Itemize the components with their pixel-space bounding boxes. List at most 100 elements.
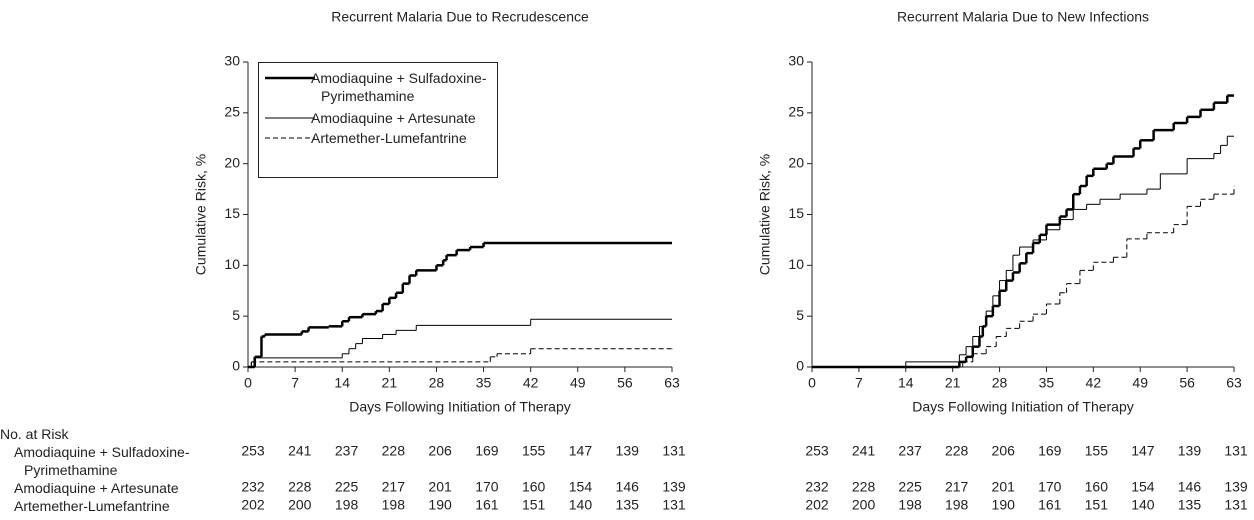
x-tick-label: 7	[855, 375, 863, 391]
y-tick-label: 0	[232, 358, 240, 374]
y-tick-label: 20	[788, 154, 804, 170]
at-risk-number: 147	[569, 443, 593, 459]
at-risk-number: 232	[805, 479, 829, 495]
at-risk-number: 139	[1224, 479, 1248, 495]
at-risk-number: 198	[898, 497, 922, 513]
at-risk-number: 253	[805, 443, 829, 459]
series-line	[248, 241, 672, 369]
x-tick-label: 14	[898, 375, 914, 391]
x-tick-label: 28	[992, 375, 1008, 391]
y-tick-label: 30	[788, 53, 804, 69]
x-tick-label: 35	[476, 375, 492, 391]
legend-label: Artemether-Lumefantrine	[311, 130, 467, 146]
at-risk-number: 154	[569, 479, 593, 495]
x-tick-label: 0	[808, 375, 816, 391]
x-tick-label: 21	[382, 375, 398, 391]
risk-row-label: Artemether-Lumefantrine	[14, 498, 170, 514]
at-risk-number: 140	[1131, 497, 1155, 513]
y-tick-label: 15	[788, 205, 804, 221]
x-tick-label: 49	[570, 375, 586, 391]
at-risk-number: 206	[428, 443, 452, 459]
y-axis-label: Cumulative Risk, %	[757, 154, 773, 275]
x-tick-label: 21	[945, 375, 961, 391]
at-risk-number: 131	[662, 497, 686, 513]
legend: Amodiaquine + Sulfadoxine-Pyrimethamine A…	[258, 62, 498, 178]
y-tick-label: 5	[796, 307, 804, 323]
x-tick-label: 63	[664, 375, 680, 391]
at-risk-number: 198	[335, 497, 359, 513]
series-line	[812, 94, 1234, 369]
risk-row-label: Amodiaquine + Sulfadoxine-Pyrimethamine	[14, 444, 190, 478]
at-risk-number: 139	[1178, 443, 1202, 459]
series-line	[248, 318, 672, 368]
at-risk-number: 170	[1038, 479, 1062, 495]
at-risk-number: 200	[852, 497, 876, 513]
at-risk-number: 241	[852, 443, 876, 459]
legend-swatch	[265, 137, 315, 139]
y-tick-label: 30	[224, 53, 240, 69]
at-risk-number: 232	[241, 479, 265, 495]
risk-row-label: Amodiaquine + Artesunate	[14, 480, 179, 496]
y-axis-label: Cumulative Risk, %	[193, 154, 209, 275]
at-risk-number: 161	[1038, 497, 1062, 513]
x-axis-label: Days Following Initiation of Therapy	[912, 399, 1134, 415]
chart-title: Recurrent Malaria Due to Recrudescence	[331, 9, 589, 25]
at-risk-number: 201	[992, 479, 1016, 495]
at-risk-number: 241	[288, 443, 312, 459]
at-risk-number: 140	[569, 497, 593, 513]
at-risk-number: 135	[616, 497, 640, 513]
at-risk-number: 225	[898, 479, 922, 495]
at-risk-number: 151	[1085, 497, 1109, 513]
x-axis-label: Days Following Initiation of Therapy	[349, 399, 571, 415]
at-risk-number: 217	[382, 479, 406, 495]
at-risk-number: 155	[522, 443, 546, 459]
at-risk-number: 198	[945, 497, 969, 513]
y-tick-label: 25	[788, 104, 804, 120]
at-risk-number: 146	[616, 479, 640, 495]
x-tick-label: 42	[1086, 375, 1102, 391]
at-risk-number: 253	[241, 443, 265, 459]
at-risk-number: 237	[898, 443, 922, 459]
x-tick-label: 42	[523, 375, 539, 391]
y-tick-label: 20	[224, 154, 240, 170]
y-tick-label: 5	[232, 307, 240, 323]
legend-entry: Amodiaquine + Artesunate	[259, 109, 497, 127]
series-line	[812, 186, 1235, 368]
at-risk-number: 228	[288, 479, 312, 495]
at-risk-number: 201	[428, 479, 452, 495]
at-risk-number: 131	[1224, 443, 1248, 459]
legend-entry: Artemether-Lumefantrine	[259, 129, 497, 147]
legend-label: Amodiaquine + Sulfadoxine-Pyrimethamine	[311, 70, 487, 104]
x-tick-label: 56	[617, 375, 633, 391]
at-risk-number: 160	[1085, 479, 1109, 495]
at-risk-number: 228	[852, 479, 876, 495]
legend-label: Amodiaquine + Artesunate	[311, 110, 476, 126]
risk-table-title: No. at Risk	[0, 426, 69, 442]
at-risk-number: 190	[428, 497, 452, 513]
y-tick-label: 15	[224, 205, 240, 221]
at-risk-number: 160	[522, 479, 546, 495]
at-risk-number: 151	[522, 497, 546, 513]
at-risk-number: 202	[241, 497, 265, 513]
at-risk-number: 161	[475, 497, 499, 513]
y-tick-label: 10	[788, 256, 804, 272]
at-risk-number: 237	[335, 443, 359, 459]
at-risk-number: 169	[475, 443, 499, 459]
at-risk-number: 131	[662, 443, 686, 459]
legend-entry: Amodiaquine + Sulfadoxine-Pyrimethamine	[259, 69, 497, 107]
x-tick-label: 63	[1226, 375, 1242, 391]
at-risk-number: 198	[382, 497, 406, 513]
x-tick-label: 56	[1179, 375, 1195, 391]
series-line	[812, 135, 1234, 368]
at-risk-number: 135	[1178, 497, 1202, 513]
at-risk-number: 147	[1131, 443, 1155, 459]
at-risk-number: 206	[992, 443, 1016, 459]
at-risk-number: 202	[805, 497, 829, 513]
at-risk-number: 146	[1178, 479, 1202, 495]
at-risk-number: 228	[945, 443, 969, 459]
at-risk-number: 139	[662, 479, 686, 495]
at-risk-number: 169	[1038, 443, 1062, 459]
x-tick-label: 14	[334, 375, 350, 391]
